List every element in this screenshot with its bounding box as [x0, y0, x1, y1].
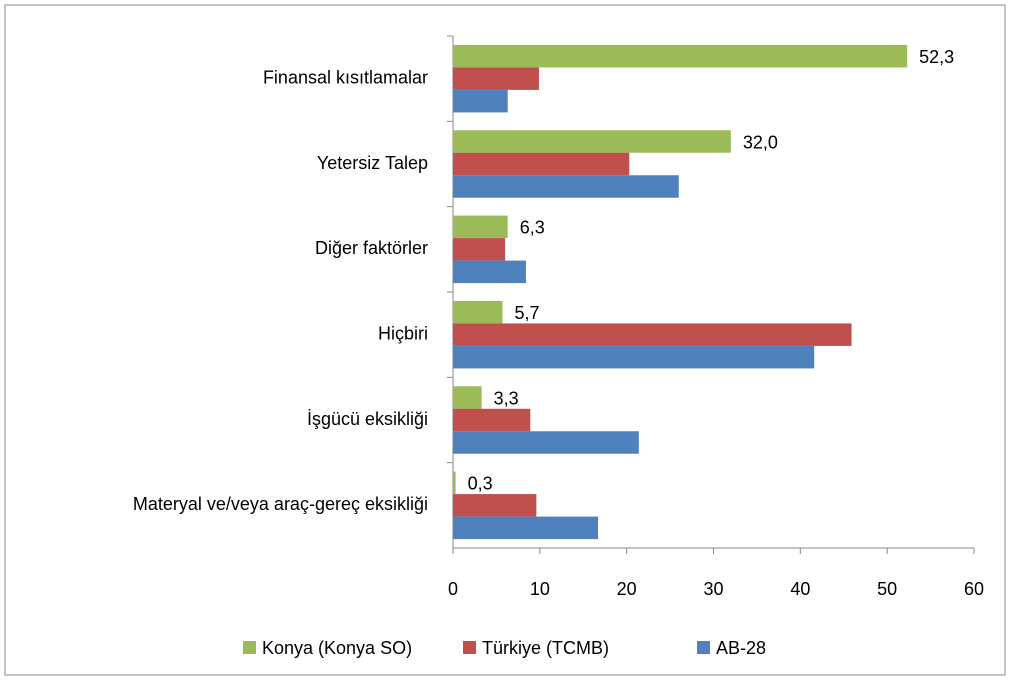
data-label: 32,0 [743, 132, 778, 152]
x-tick-label: 30 [703, 579, 723, 599]
bar [453, 408, 531, 432]
x-tick-label: 20 [617, 579, 637, 599]
bar [453, 130, 731, 153]
legend-swatch [697, 641, 710, 654]
legend-label: Türkiye (TCMB) [482, 638, 609, 658]
x-tick-label: 50 [877, 579, 897, 599]
bar [453, 260, 526, 284]
bar [453, 471, 456, 495]
bar [453, 386, 482, 409]
bar [453, 300, 503, 324]
legend-label: AB-28 [716, 638, 766, 658]
y-tick-label: Diğer faktörler [315, 238, 428, 258]
data-label: 52,3 [919, 47, 954, 67]
x-tick-label: 60 [964, 579, 984, 599]
bar [453, 89, 508, 113]
bar [453, 238, 506, 261]
data-label: 3,3 [494, 388, 519, 408]
y-tick-label: İşgücü eksikliği [307, 409, 428, 429]
data-label: 5,7 [514, 303, 539, 323]
bar [453, 67, 539, 90]
x-tick-label: 10 [530, 579, 550, 599]
x-tick-label: 0 [448, 579, 458, 599]
y-tick-label: Materyal ve/veya araç-gereç eksikliği [133, 494, 428, 514]
x-tick-label: 40 [790, 579, 810, 599]
legend-swatch [463, 641, 476, 654]
bar [453, 323, 852, 346]
bar [453, 516, 599, 540]
bar [453, 44, 908, 68]
y-tick-label: Hiçbiri [378, 323, 428, 343]
y-tick-label: Finansal kısıtlamalar [263, 67, 428, 87]
bar [453, 345, 815, 369]
data-label: 6,3 [520, 218, 545, 238]
bar [453, 152, 630, 176]
y-tick-label: Yetersiz Talep [317, 153, 428, 173]
bar [453, 494, 537, 517]
bar [453, 175, 679, 198]
legend-label: Konya (Konya SO) [262, 638, 412, 658]
bar [453, 215, 508, 239]
bar [453, 431, 639, 454]
legend-swatch [243, 641, 256, 654]
data-label: 0,3 [468, 474, 493, 494]
